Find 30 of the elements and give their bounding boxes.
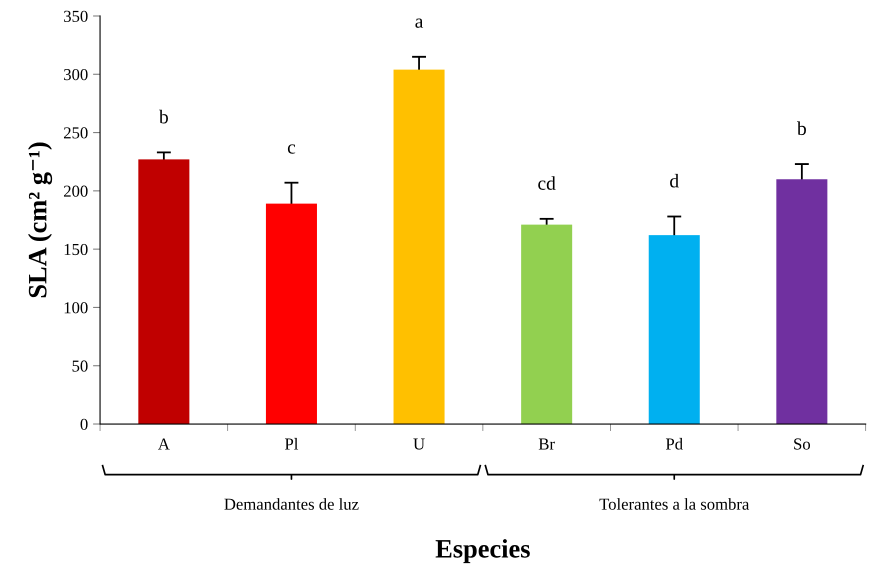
annotation: c: [288, 144, 296, 154]
y-tick-label: 350: [64, 10, 88, 22]
y-tick-label: 300: [64, 68, 88, 80]
y-tick-label: 100: [64, 302, 88, 314]
y-tick-label: 250: [64, 127, 88, 139]
annotation: cd: [538, 176, 556, 190]
bar: [266, 204, 317, 424]
text: Tolerantes a la sombra: [599, 498, 750, 510]
y-tick-label: 50: [72, 360, 88, 372]
annotation: b: [796, 121, 806, 136]
x-tick-label: Br: [538, 438, 555, 450]
text: Demandantes de luz: [224, 498, 359, 510]
x-tick-label: U: [413, 438, 425, 450]
bar: [521, 224, 572, 424]
y-axis-title: SLA (cm² g⁻¹): [28, 142, 52, 298]
x-tick-label: Pl: [284, 438, 298, 450]
bar: [138, 159, 190, 424]
annotation: d: [670, 174, 679, 188]
x-tick-label: So: [794, 438, 810, 450]
annotation: b: [158, 110, 168, 124]
x-tick-label: Pd: [666, 438, 683, 450]
y-tick-label: 150: [64, 244, 88, 256]
bar: [776, 179, 828, 424]
x-tick-label: A: [158, 438, 170, 450]
x-axis-title: Especies: [436, 539, 530, 564]
bar: [648, 235, 700, 424]
y-tick-label: 200: [64, 186, 88, 197]
bar: [394, 70, 445, 424]
annotation: a: [415, 18, 424, 28]
y-tick-label: 0: [80, 418, 88, 430]
